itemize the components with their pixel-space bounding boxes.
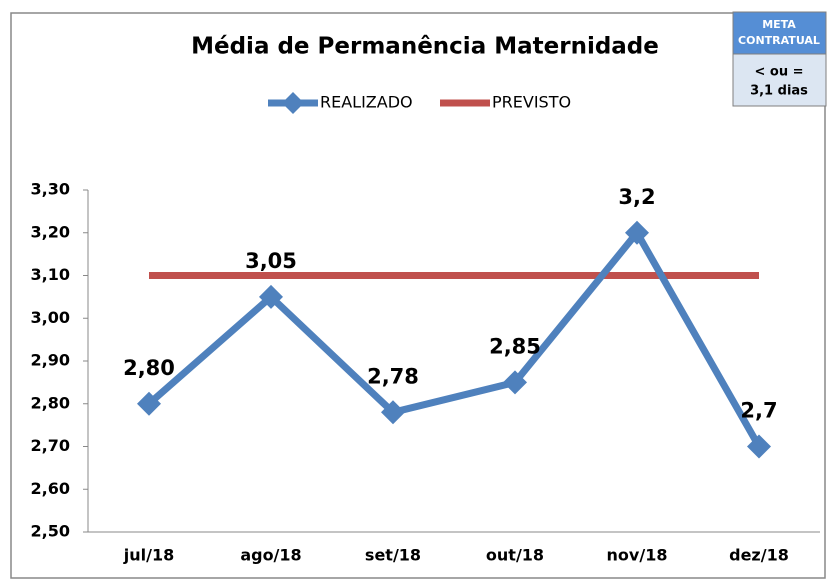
legend-marker — [282, 92, 304, 114]
y-tick-label: 3,10 — [31, 265, 70, 284]
chart-frame — [10, 12, 826, 579]
series-line — [146, 229, 763, 449]
marker — [503, 370, 527, 395]
data-label: 2,78 — [367, 364, 419, 388]
meta-body: < ou = — [754, 65, 803, 80]
data-label: 3,05 — [245, 249, 297, 273]
y-tick-label: 3,00 — [31, 308, 70, 327]
y-tick-label: 3,30 — [31, 180, 70, 199]
legend-label: REALIZADO — [320, 93, 413, 112]
marker — [381, 400, 405, 425]
x-tick-label: nov/18 — [607, 546, 668, 565]
y-tick-label: 3,20 — [31, 222, 70, 241]
x-tick-label: set/18 — [365, 546, 421, 565]
data-label: 2,80 — [123, 356, 175, 380]
meta-header-bg — [732, 11, 827, 55]
x-tick-label: dez/18 — [729, 546, 789, 565]
marker — [259, 284, 283, 309]
marker — [625, 220, 649, 245]
y-tick-label: 2,60 — [31, 479, 70, 498]
y-tick-label: 2,90 — [31, 351, 70, 370]
chart-title: Média de Permanência Maternidade — [191, 34, 659, 60]
y-tick-label: 2,80 — [31, 393, 70, 412]
meta-body-bg — [732, 53, 827, 107]
x-tick-label: ago/18 — [240, 546, 301, 565]
meta-box: META CONTRATUAL < ou = 3,1 dias — [732, 11, 827, 107]
meta-header: CONTRATUAL — [738, 34, 820, 47]
meta-body: 3,1 dias — [750, 84, 808, 99]
data-label: 2,7 — [740, 399, 777, 423]
marker — [137, 391, 161, 416]
marker — [747, 434, 771, 459]
data-label: 3,2 — [618, 185, 655, 209]
x-tick-label: jul/18 — [123, 546, 174, 565]
data-label: 2,85 — [489, 334, 541, 358]
legend-label: PREVISTO — [492, 93, 571, 112]
x-tick-label: out/18 — [486, 546, 544, 565]
y-tick-label: 2,70 — [31, 436, 70, 455]
meta-header: META — [762, 18, 796, 31]
y-tick-label: 2,50 — [31, 522, 70, 541]
